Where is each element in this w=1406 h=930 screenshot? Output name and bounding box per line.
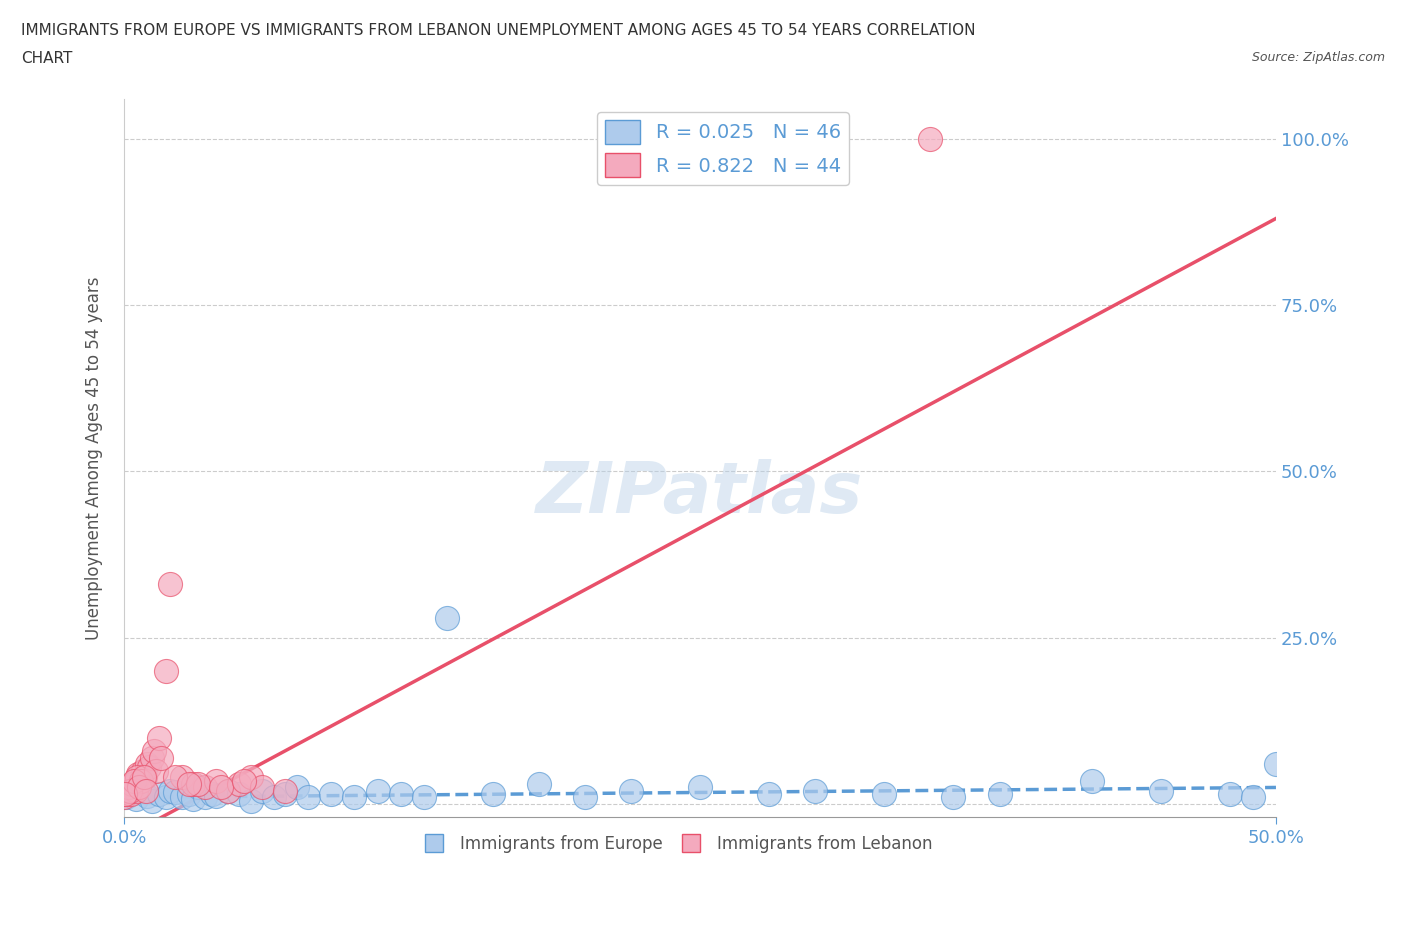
Point — [274, 787, 297, 802]
Point — [228, 777, 250, 791]
Point — [321, 787, 343, 802]
Point — [136, 757, 159, 772]
Point — [177, 777, 200, 791]
Point — [181, 777, 204, 791]
Point — [118, 783, 141, 798]
Point — [201, 787, 224, 802]
Point — [239, 770, 262, 785]
Point — [135, 783, 157, 798]
Point — [1150, 783, 1173, 798]
Point — [155, 790, 177, 804]
Point — [141, 751, 163, 765]
Point — [367, 783, 389, 798]
Point — [127, 766, 149, 781]
Point — [132, 770, 155, 785]
Point — [117, 780, 139, 795]
Point — [148, 730, 170, 745]
Point — [115, 787, 138, 802]
Point — [209, 780, 232, 795]
Point — [252, 780, 274, 795]
Text: Source: ZipAtlas.com: Source: ZipAtlas.com — [1251, 51, 1385, 64]
Point — [170, 770, 193, 785]
Point — [942, 790, 965, 804]
Point — [187, 780, 209, 795]
Point — [436, 610, 458, 625]
Point — [873, 787, 896, 802]
Point — [150, 751, 173, 765]
Point — [194, 790, 217, 804]
Point — [689, 780, 711, 795]
Point — [285, 780, 308, 795]
Point — [143, 743, 166, 758]
Point — [163, 770, 186, 785]
Point — [148, 787, 170, 802]
Point — [181, 791, 204, 806]
Point — [170, 790, 193, 804]
Point — [205, 789, 228, 804]
Point — [217, 783, 239, 798]
Point — [228, 787, 250, 802]
Point — [121, 777, 143, 791]
Point — [124, 774, 146, 789]
Point — [920, 131, 942, 146]
Point — [141, 793, 163, 808]
Point — [125, 770, 148, 785]
Point — [527, 777, 550, 791]
Point — [574, 790, 596, 804]
Point — [159, 783, 181, 798]
Y-axis label: Unemployment Among Ages 45 to 54 years: Unemployment Among Ages 45 to 54 years — [86, 276, 103, 640]
Text: CHART: CHART — [21, 51, 73, 66]
Point — [1080, 774, 1102, 789]
Point — [988, 787, 1011, 802]
Point — [205, 774, 228, 789]
Point — [131, 783, 153, 798]
Point — [232, 774, 254, 789]
Point — [274, 783, 297, 798]
Point — [263, 790, 285, 804]
Point — [134, 770, 156, 785]
Point — [297, 790, 319, 804]
Point — [159, 577, 181, 591]
Point — [804, 783, 827, 798]
Point — [187, 777, 209, 791]
Point — [122, 777, 145, 791]
Point — [131, 764, 153, 778]
Point — [128, 780, 150, 795]
Point — [1219, 787, 1241, 802]
Point — [136, 789, 159, 804]
Point — [115, 790, 138, 804]
Point — [343, 790, 366, 804]
Point — [194, 780, 217, 795]
Point — [239, 793, 262, 808]
Point — [177, 787, 200, 802]
Point — [120, 787, 142, 802]
Point — [163, 785, 186, 800]
Point — [217, 783, 239, 798]
Point — [138, 760, 160, 775]
Point — [155, 664, 177, 679]
Point — [131, 774, 153, 789]
Point — [114, 787, 136, 802]
Text: IMMIGRANTS FROM EUROPE VS IMMIGRANTS FROM LEBANON UNEMPLOYMENT AMONG AGES 45 TO : IMMIGRANTS FROM EUROPE VS IMMIGRANTS FRO… — [21, 23, 976, 38]
Point — [620, 783, 643, 798]
Point — [1241, 790, 1264, 804]
Point — [124, 791, 146, 806]
Point — [124, 783, 146, 798]
Legend: Immigrants from Europe, Immigrants from Lebanon: Immigrants from Europe, Immigrants from … — [415, 828, 939, 859]
Point — [120, 787, 142, 802]
Point — [758, 787, 780, 802]
Point — [252, 783, 274, 798]
Text: ZIPatlas: ZIPatlas — [536, 459, 863, 528]
Point — [112, 790, 135, 804]
Point — [481, 787, 503, 802]
Point — [118, 783, 141, 798]
Point — [1265, 757, 1288, 772]
Point — [412, 790, 434, 804]
Point — [129, 774, 152, 789]
Point — [145, 764, 167, 778]
Point — [389, 787, 412, 802]
